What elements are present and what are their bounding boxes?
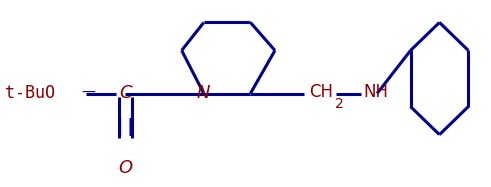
Text: C: C [119, 85, 132, 102]
Text: —: — [82, 86, 95, 99]
Text: 2: 2 [335, 97, 344, 111]
Text: O: O [118, 159, 132, 177]
Text: ||: || [114, 118, 136, 136]
Text: N: N [197, 85, 211, 102]
Text: t-BuO: t-BuO [5, 85, 55, 102]
Text: NH: NH [363, 83, 388, 101]
Text: CH: CH [309, 83, 333, 101]
